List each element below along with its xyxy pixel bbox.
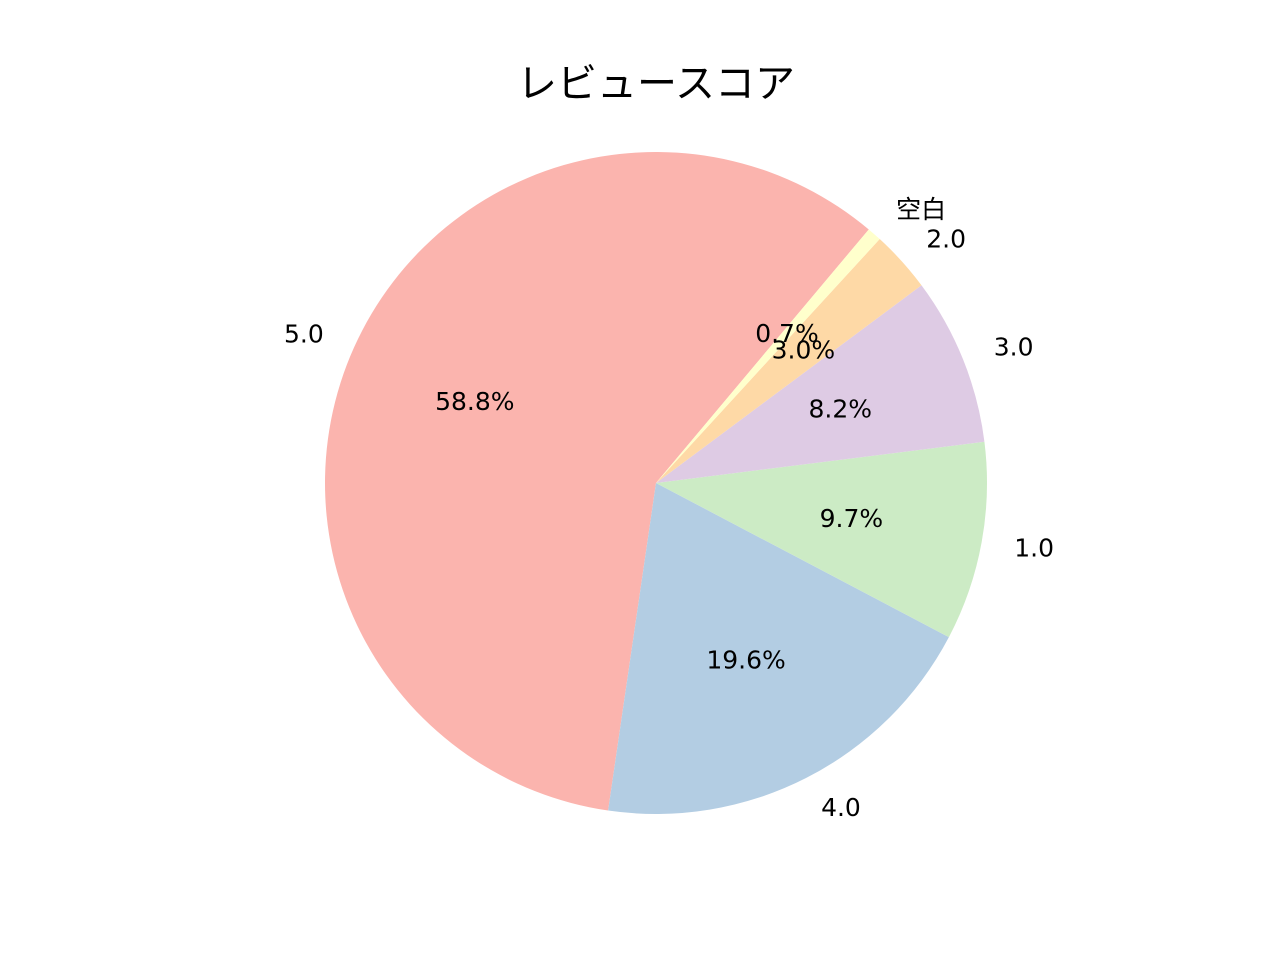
pie-slices <box>325 152 988 814</box>
pie-slice-1-0 <box>656 441 988 638</box>
chart-title: レビュースコア <box>517 61 795 107</box>
pie-slice-5-0 <box>325 152 869 811</box>
slice-percent-5-0: 58.8% <box>435 387 514 416</box>
pie-slice-2-0 <box>656 239 922 483</box>
slice-percent-1-0: 9.7% <box>820 504 884 533</box>
slice-percent-2-0: 3.0% <box>772 335 836 364</box>
slice-label-1-0: 1.0 <box>1014 534 1054 563</box>
slice-percent-4-0: 19.6% <box>706 646 785 675</box>
pie-labels: 5.0 58.8% 4.0 19.6% 1.0 9.7% 3.0 8.2% 2.0 3.0% 空白 0… <box>284 195 1054 822</box>
slice-percent-3-0: 8.2% <box>808 394 872 423</box>
slice-label-5-0: 5.0 <box>284 319 324 348</box>
pie-slice-4-0 <box>608 483 949 814</box>
pie-slice-3-0 <box>656 285 985 483</box>
slice-label-2-0: 2.0 <box>926 224 966 253</box>
pie-slice-item-5 <box>656 229 880 483</box>
slice-label-4-0: 4.0 <box>821 793 861 822</box>
slice-label-item-5: 空白 <box>896 195 946 224</box>
slice-label-3-0: 3.0 <box>994 333 1034 362</box>
slice-percent-item-5: 0.7% <box>755 319 819 348</box>
